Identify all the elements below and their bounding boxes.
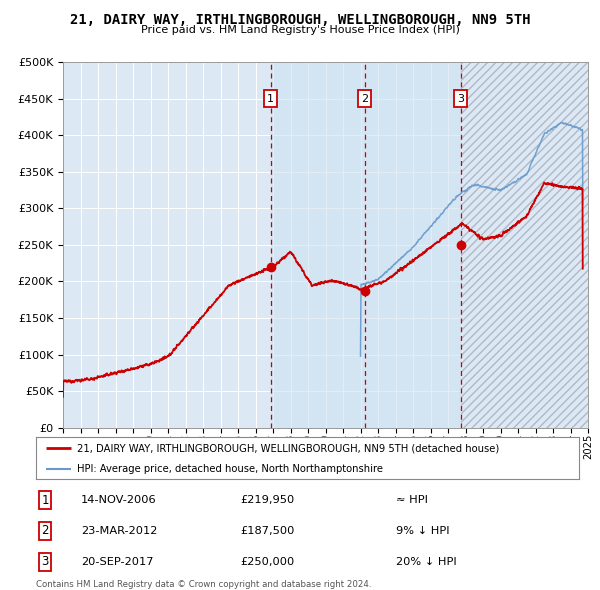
Text: 9% ↓ HPI: 9% ↓ HPI (396, 526, 449, 536)
Bar (365, 62, 461, 428)
Text: £219,950: £219,950 (240, 496, 294, 505)
Text: 20-SEP-2017: 20-SEP-2017 (81, 557, 154, 566)
Text: HPI: Average price, detached house, North Northamptonshire: HPI: Average price, detached house, Nort… (77, 464, 383, 474)
Bar (271, 62, 365, 428)
Text: 1: 1 (41, 494, 49, 507)
Text: 20% ↓ HPI: 20% ↓ HPI (396, 557, 457, 566)
Text: 3: 3 (457, 94, 464, 103)
Text: 21, DAIRY WAY, IRTHLINGBOROUGH, WELLINGBOROUGH, NN9 5TH: 21, DAIRY WAY, IRTHLINGBOROUGH, WELLINGB… (70, 13, 530, 27)
Text: 14-NOV-2006: 14-NOV-2006 (81, 496, 157, 505)
Bar (461, 62, 588, 428)
Text: 2: 2 (361, 94, 368, 103)
Text: £187,500: £187,500 (240, 526, 295, 536)
Text: 2: 2 (41, 525, 49, 537)
Text: ≈ HPI: ≈ HPI (396, 496, 428, 505)
Text: 23-MAR-2012: 23-MAR-2012 (81, 526, 157, 536)
Text: Price paid vs. HM Land Registry's House Price Index (HPI): Price paid vs. HM Land Registry's House … (140, 25, 460, 35)
Text: Contains HM Land Registry data © Crown copyright and database right 2024.: Contains HM Land Registry data © Crown c… (36, 580, 371, 589)
Text: 21, DAIRY WAY, IRTHLINGBOROUGH, WELLINGBOROUGH, NN9 5TH (detached house): 21, DAIRY WAY, IRTHLINGBOROUGH, WELLINGB… (77, 444, 499, 454)
Text: £250,000: £250,000 (240, 557, 294, 566)
Text: 3: 3 (41, 555, 49, 568)
Text: 1: 1 (267, 94, 274, 103)
